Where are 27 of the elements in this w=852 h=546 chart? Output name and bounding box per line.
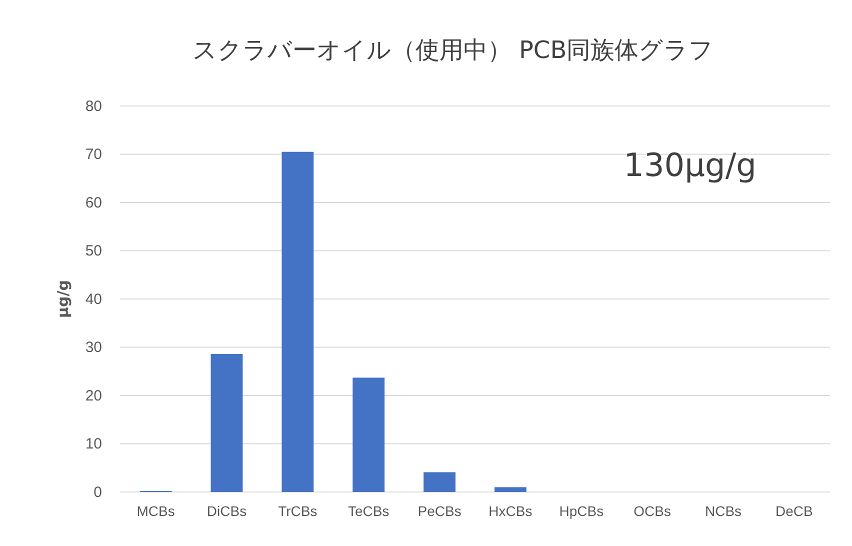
y-tick-label: 30 — [85, 339, 102, 356]
bar — [424, 472, 456, 492]
bar — [210, 354, 243, 492]
x-tick-label: PeCBs — [418, 502, 462, 519]
x-tick-label: TeCBs — [348, 502, 390, 519]
bar — [352, 378, 385, 492]
y-tick-label: 80 — [85, 98, 102, 115]
y-tick-label: 0 — [94, 484, 102, 501]
bar — [494, 487, 526, 492]
x-tick-label: TrCBs — [278, 502, 318, 519]
y-tick-label: 50 — [85, 242, 102, 260]
x-tick-label: OCBs — [634, 502, 671, 519]
x-tick-label: DeCB — [776, 502, 813, 519]
bar — [282, 152, 314, 492]
y-tick-label: 60 — [85, 194, 102, 212]
chart-title: スクラバーオイル（使用中） PCB同族体グラフ — [192, 36, 714, 64]
x-tick-label: NCBs — [704, 502, 742, 519]
x-tick-label: HxCBs — [488, 502, 532, 519]
x-tick-label: HpCBs — [559, 502, 604, 519]
y-tick-label: 20 — [85, 387, 102, 404]
annotation: 130μg/g — [624, 146, 756, 184]
y-tick-label: 40 — [85, 290, 102, 308]
x-tick-label: DiCBs — [206, 502, 247, 519]
x-tick-label: MCBs — [136, 502, 175, 519]
y-tick-label: 10 — [85, 436, 102, 453]
y-tick-label: 70 — [85, 146, 102, 164]
y-axis-title: μg/g — [54, 280, 72, 318]
